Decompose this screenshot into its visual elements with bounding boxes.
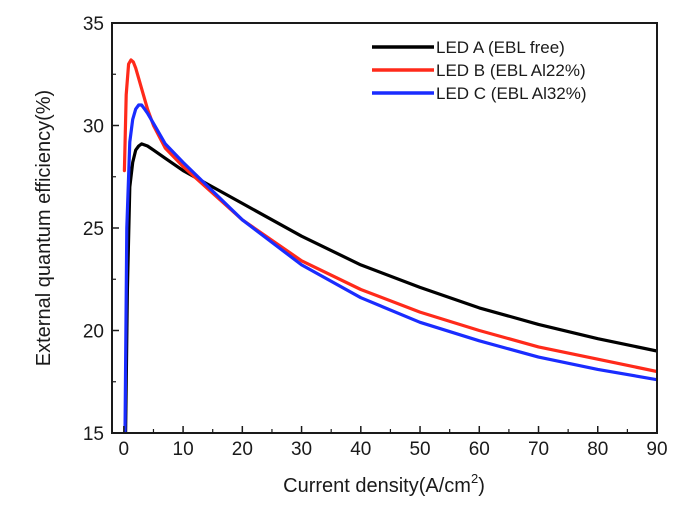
y-tick-label: 25 <box>83 219 104 240</box>
x-tick-label: 0 <box>119 439 130 460</box>
y-axis-label: External quantum efficiency(%) <box>33 90 55 366</box>
series-line-a <box>123 142 657 433</box>
x-tick-label: 40 <box>350 439 371 460</box>
series-line-c <box>123 103 657 433</box>
x-axis-label-main: Current density(A/cm <box>283 475 471 497</box>
x-tick-label: 50 <box>409 439 430 460</box>
y-tick-label: 15 <box>83 424 104 445</box>
series-layer <box>122 58 657 433</box>
x-tick-label: 90 <box>646 439 667 460</box>
y-tick-label: 35 <box>83 14 104 35</box>
x-axis-label-superscript: 2 <box>471 471 478 486</box>
y-tick-label: 20 <box>83 322 104 343</box>
x-tick-label: 60 <box>469 439 490 460</box>
x-axis-label: Current density(A/cm2) <box>283 471 485 497</box>
ticks-layer: 0 10 20 30 40 50 60 70 80 90 15 20 25 30 35 <box>83 14 668 460</box>
legend-label: LED B (EBL Al22%) <box>436 61 586 80</box>
x-tick-label: 10 <box>173 439 194 460</box>
y-tick-label: 30 <box>83 117 104 138</box>
x-axis-label-suffix: ) <box>478 475 485 497</box>
x-tick-label: 30 <box>291 439 312 460</box>
legend: LED A (EBL free) LED B (EBL Al22%) LED C (… <box>372 38 587 103</box>
x-tick-label: 70 <box>528 439 549 460</box>
x-tick-label: 80 <box>587 439 608 460</box>
legend-label: LED A (EBL free) <box>436 38 565 57</box>
legend-label: LED C (EBL Al32%) <box>436 84 587 103</box>
x-tick-label: 20 <box>232 439 253 460</box>
series-line-b <box>122 58 657 374</box>
